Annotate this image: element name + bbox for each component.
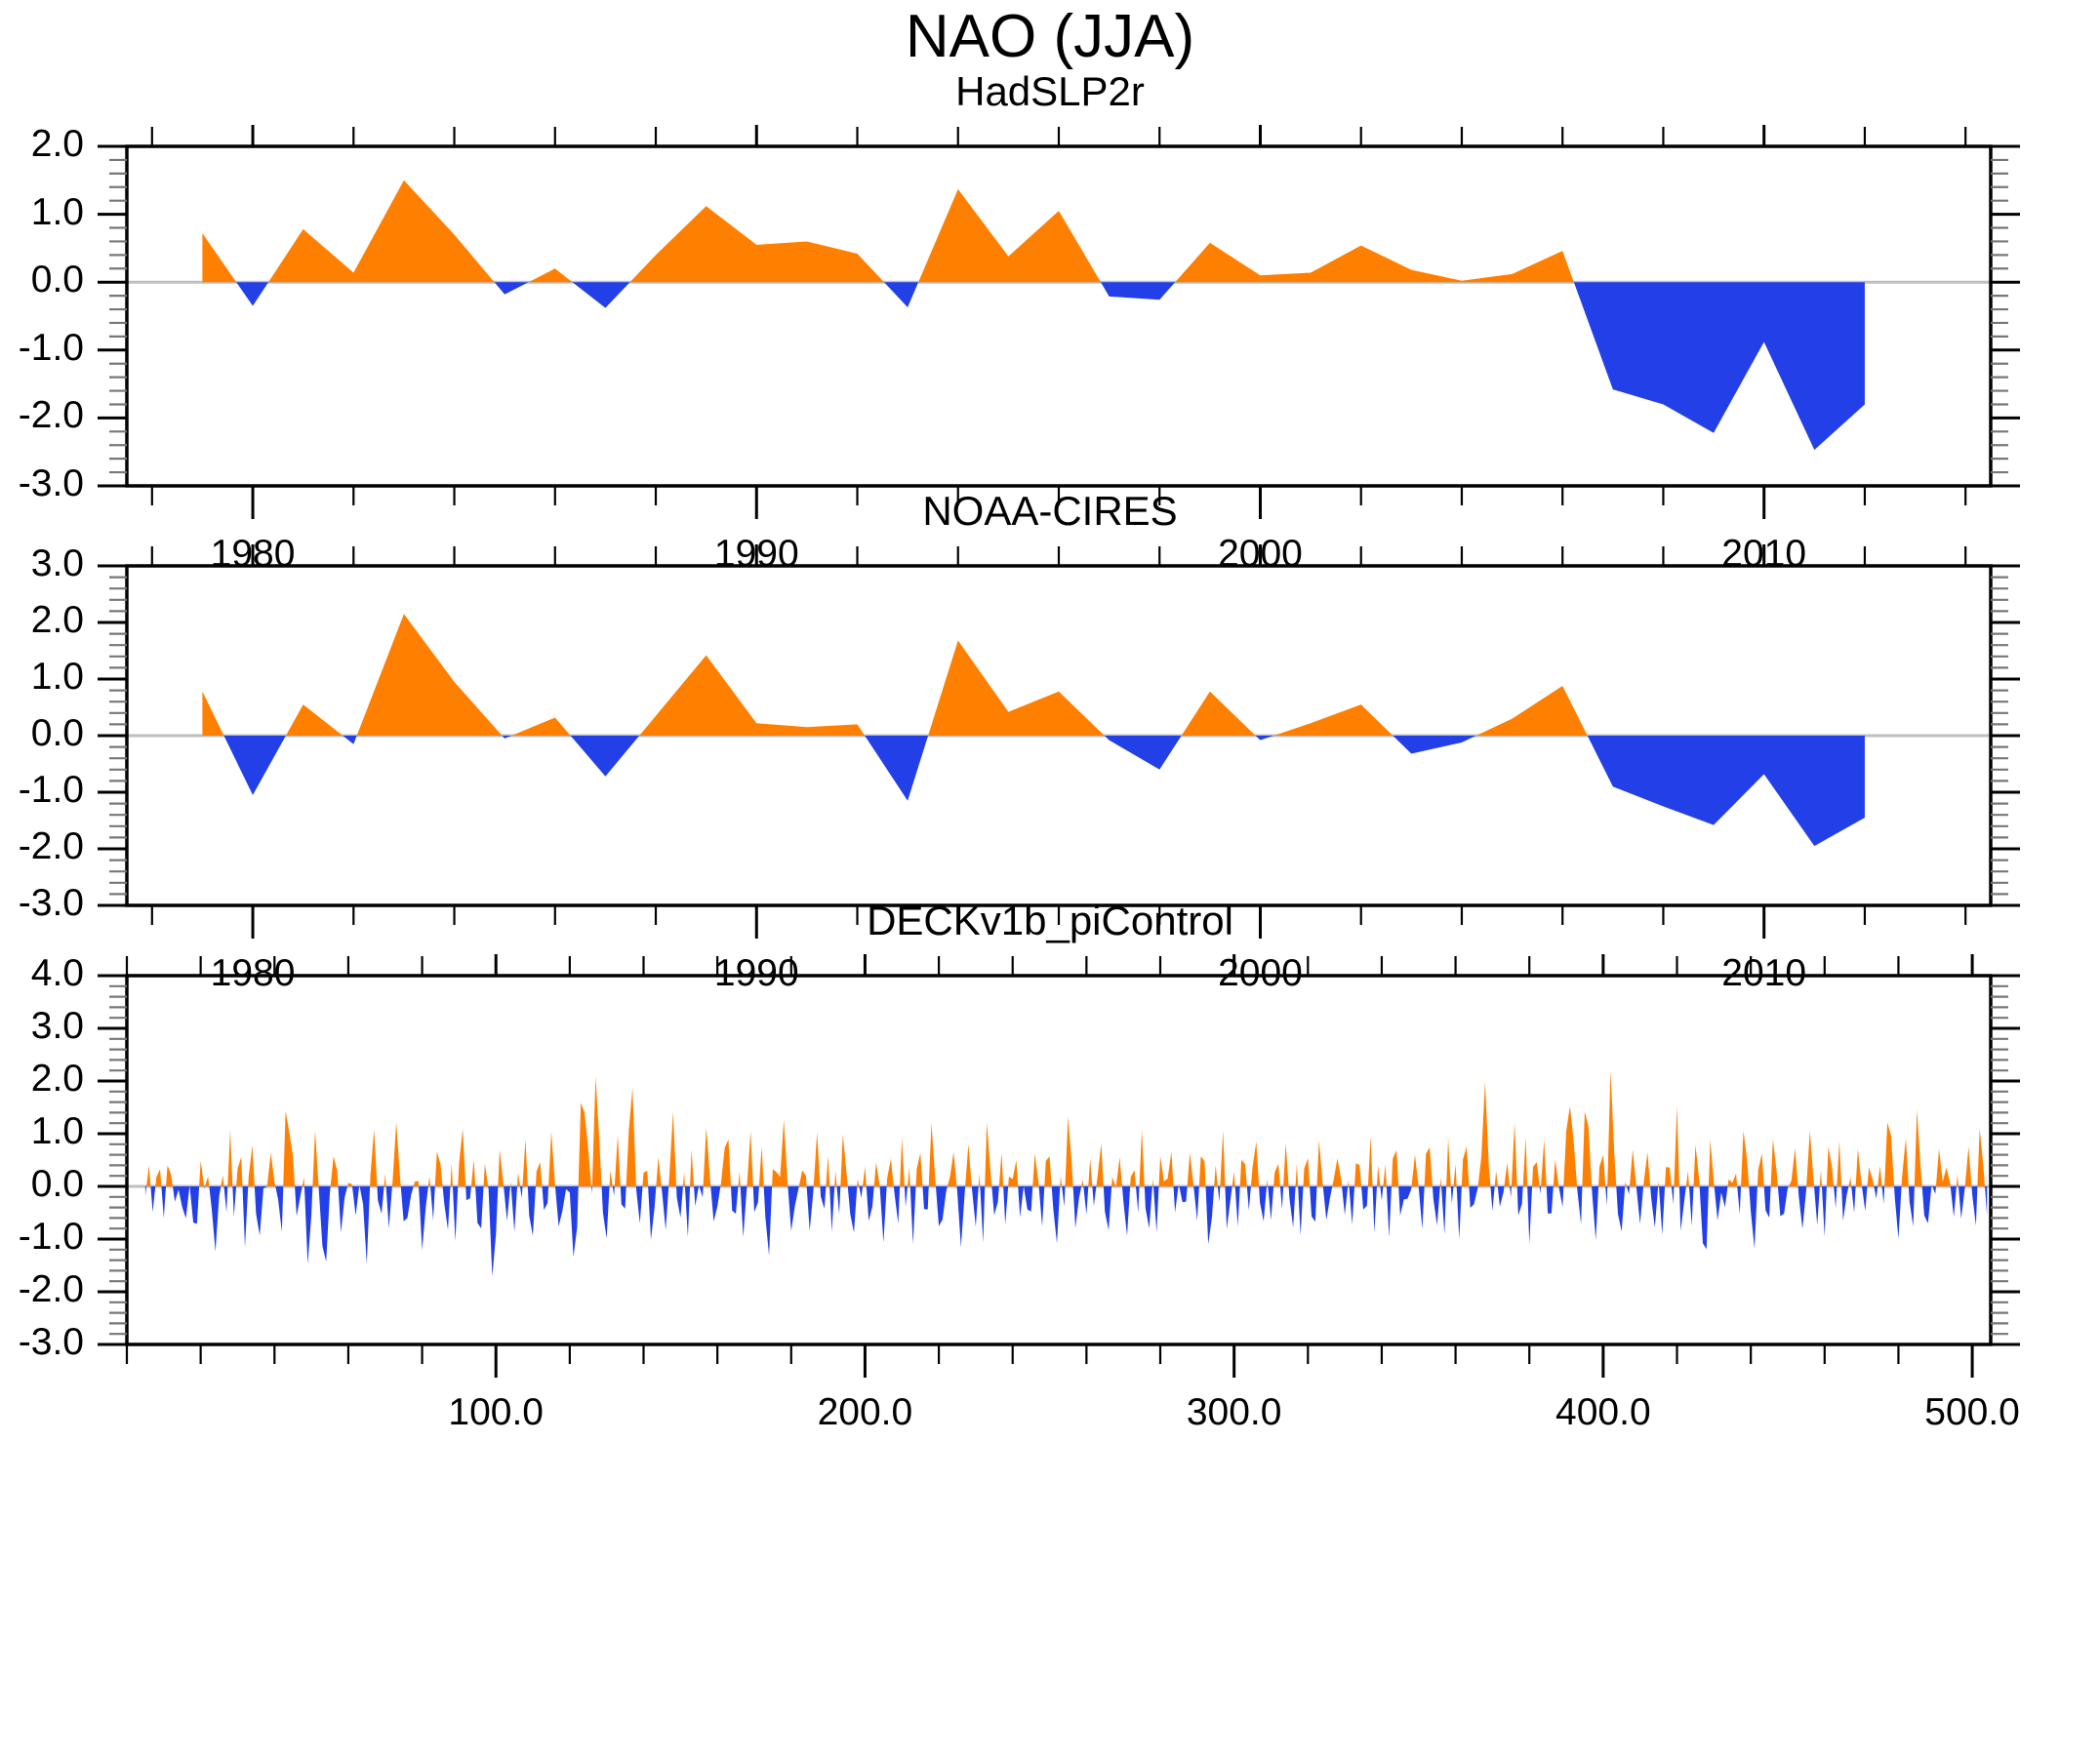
- y-tick-label: -1.0: [18, 1216, 84, 1258]
- plot-area-deck-picontrol: [0, 954, 2100, 1763]
- plot-area-hadslp2r: [0, 125, 2100, 622]
- y-tick-label: -3.0: [18, 882, 84, 924]
- panel-title-hadslp2r: HadSLP2r: [955, 68, 1145, 114]
- y-tick-label: 2.0: [30, 599, 84, 641]
- plot-area-noaa-cires: [0, 544, 2100, 1042]
- y-tick-label: 3.0: [30, 542, 84, 584]
- panel-title-noaa-cires: NOAA-CIRES: [922, 488, 1178, 534]
- x-tick-label: 300.0: [1186, 1391, 1282, 1433]
- x-tick-label: 200.0: [817, 1391, 913, 1433]
- y-tick-label: 0.0: [30, 1163, 84, 1205]
- x-tick-label: 500.0: [1924, 1391, 2020, 1433]
- x-tick-label: 2000: [1218, 952, 1303, 994]
- chart-svg-hadslp2r: [98, 125, 2020, 519]
- figure-title: NAO (JJA): [905, 3, 1195, 70]
- y-tick-label: 0.0: [30, 259, 84, 301]
- y-tick-label: 4.0: [30, 952, 84, 994]
- y-tick-label: 1.0: [30, 1110, 84, 1152]
- x-tick-label: 1990: [713, 952, 799, 994]
- y-tick-label: -1.0: [18, 326, 84, 369]
- y-tick-label: -2.0: [18, 825, 84, 867]
- x-tick-label: 100.0: [448, 1391, 544, 1433]
- chart-svg-noaa-cires: [98, 544, 2020, 939]
- y-tick-label: -2.0: [18, 1268, 84, 1310]
- y-tick-label: 1.0: [30, 656, 84, 698]
- y-tick-label: 3.0: [30, 1005, 84, 1047]
- chart-svg-deck-picontrol: [98, 954, 2020, 1378]
- y-tick-label: 2.0: [30, 123, 84, 165]
- x-tick-label: 400.0: [1555, 1391, 1651, 1433]
- y-tick-label: 2.0: [30, 1058, 84, 1100]
- y-tick-label: 0.0: [30, 712, 84, 754]
- y-tick-label: 1.0: [30, 190, 84, 233]
- panel-title-deck-picontrol: DECKv1b_piControl: [867, 898, 1233, 943]
- y-tick-label: -2.0: [18, 394, 84, 437]
- x-tick-label: 1980: [210, 952, 296, 994]
- y-tick-label: -3.0: [18, 462, 84, 504]
- y-tick-label: -3.0: [18, 1321, 84, 1363]
- x-tick-label: 2010: [1721, 952, 1807, 994]
- y-tick-label: -1.0: [18, 769, 84, 811]
